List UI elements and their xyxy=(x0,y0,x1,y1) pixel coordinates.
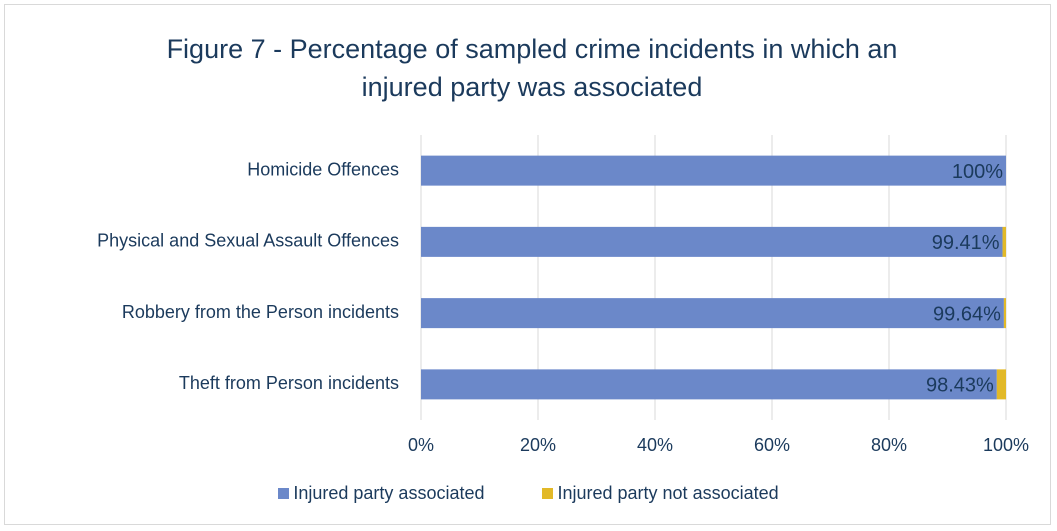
y-tick-label: Homicide Offences xyxy=(247,159,399,179)
value-label: 100% xyxy=(952,161,1003,183)
legend-swatch xyxy=(278,488,290,499)
value-label: 99.64% xyxy=(933,303,1001,325)
x-tick-label: 40% xyxy=(637,435,673,455)
value-label: 99.41% xyxy=(932,232,1000,254)
chart-frame xyxy=(4,4,1051,525)
x-tick-label: 80% xyxy=(871,435,907,455)
x-tick-label: 20% xyxy=(520,435,556,455)
bar-segment xyxy=(996,369,1006,400)
y-tick-label: Robbery from the Person incidents xyxy=(122,302,399,322)
bar-segment xyxy=(421,226,1003,257)
y-tick-label: Physical and Sexual Assault Offences xyxy=(97,231,399,251)
legend-swatch xyxy=(542,488,554,499)
legend-item: Injured party not associated xyxy=(542,483,779,504)
value-label: 98.43% xyxy=(926,375,994,397)
x-tick-label: 0% xyxy=(408,435,434,455)
bar-segment xyxy=(1002,226,1006,257)
bar-segment xyxy=(421,298,1004,329)
x-tick-label: 60% xyxy=(754,435,790,455)
y-tick-label: Theft from Person incidents xyxy=(179,373,399,393)
x-tick-label: 100% xyxy=(983,435,1029,455)
legend-label: Injured party associated xyxy=(293,483,485,503)
chart-title: Figure 7 - Percentage of sampled crime i… xyxy=(166,34,898,102)
legend-label: Injured party not associated xyxy=(557,483,779,503)
bar-segment xyxy=(1003,298,1006,329)
bar-segment xyxy=(421,369,997,400)
legend-item: Injured party associated xyxy=(278,483,484,504)
bar-segment xyxy=(421,155,1006,186)
legend: Injured party associated Injured party no… xyxy=(0,483,1057,504)
